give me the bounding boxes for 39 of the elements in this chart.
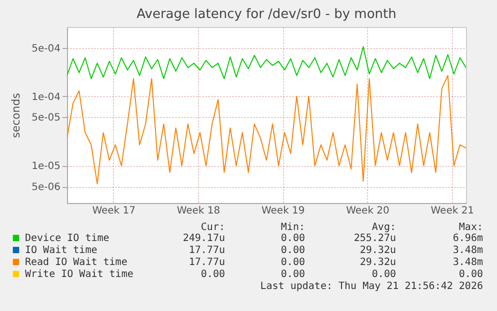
text: Min: [280, 222, 305, 233]
text: 6.96m [452, 233, 483, 244]
text: Avg: [372, 222, 396, 233]
text: Max: [458, 222, 483, 233]
text: 0.00 [280, 245, 305, 256]
y-axis-title: seconds [10, 92, 23, 138]
text: 0.00 [372, 269, 396, 280]
y-tick-label: 5e-04 [32, 43, 60, 54]
text: 255.27u [354, 233, 396, 244]
text: 17.77u [188, 257, 225, 268]
text: 0.00 [280, 233, 305, 244]
text: Cur: [200, 222, 225, 233]
text: 0.00 [458, 269, 483, 280]
text: 29.32u [360, 245, 396, 256]
y-tick-label: 5e-06 [32, 182, 60, 194]
y-tick-label: 5e-05 [32, 112, 60, 124]
legend-label: Device IO time [25, 233, 110, 244]
legend-label: Read IO Wait time [25, 257, 128, 268]
y-tick-label: 1e-05 [32, 161, 60, 172]
text: 3.48m [452, 257, 483, 268]
text: 0.00 [280, 257, 305, 268]
x-tick-label: Week 21 [430, 206, 474, 216]
line-series [67, 46, 466, 80]
x-tick-label: Week 20 [346, 206, 390, 216]
x-tick-label: Week 17 [92, 206, 136, 216]
text: 0.00 [200, 269, 225, 280]
text: Last update: Thu May 21 21:56:42 2026 [260, 281, 483, 292]
x-tick-label: Week 19 [261, 206, 305, 216]
legend-label: IO Wait time [25, 245, 98, 256]
y-tick-label: 1e-04 [32, 92, 60, 103]
line-series [67, 74, 466, 184]
text: 0.00 [280, 269, 305, 280]
text: 249.17u [182, 233, 225, 244]
text: 3.48m [452, 245, 483, 256]
x-tick-label: Week 18 [176, 206, 220, 216]
chart-title: Average latency for /dev/sr0 - by month [136, 7, 396, 22]
legend-label: Write IO Wait time [25, 269, 134, 280]
text: 17.77u [188, 245, 225, 256]
text: 29.32u [360, 257, 396, 268]
